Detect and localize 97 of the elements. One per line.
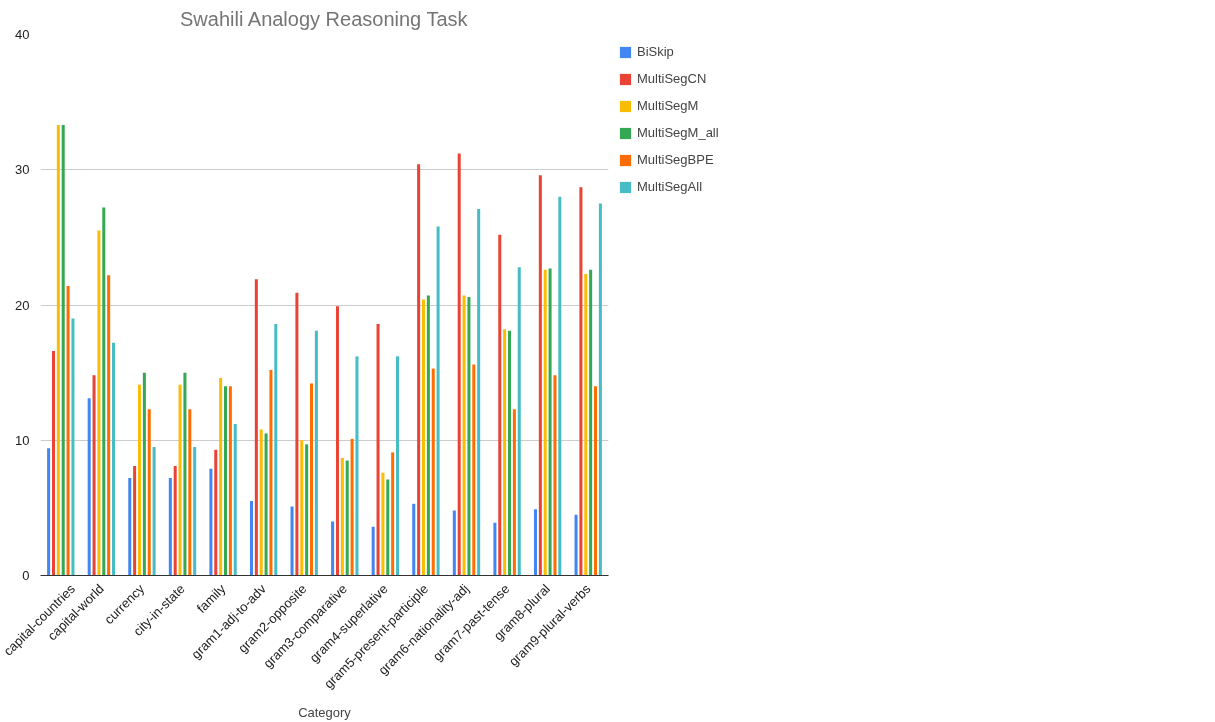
bar bbox=[498, 234, 502, 576]
bar bbox=[376, 323, 380, 576]
bar bbox=[224, 386, 228, 576]
bar bbox=[219, 378, 223, 576]
y-tick-label: 0 bbox=[22, 568, 30, 583]
bar bbox=[66, 286, 70, 576]
bar bbox=[51, 350, 55, 576]
bar bbox=[310, 383, 314, 576]
bar bbox=[112, 342, 116, 576]
bar bbox=[47, 448, 51, 576]
bar bbox=[598, 203, 602, 576]
bar bbox=[335, 306, 339, 576]
bar bbox=[61, 125, 65, 576]
bar bbox=[102, 207, 106, 576]
bar bbox=[209, 468, 213, 576]
bar bbox=[508, 330, 512, 576]
bar bbox=[183, 372, 187, 576]
bar bbox=[128, 478, 132, 576]
bar bbox=[517, 267, 521, 576]
bar bbox=[290, 506, 294, 576]
bar bbox=[493, 522, 497, 576]
bar bbox=[391, 452, 395, 576]
bar bbox=[295, 292, 299, 576]
bar bbox=[147, 409, 151, 576]
bar bbox=[87, 398, 91, 576]
bar bbox=[314, 330, 318, 576]
bar bbox=[92, 375, 96, 576]
bar bbox=[558, 196, 562, 576]
bar bbox=[142, 372, 146, 576]
bar bbox=[396, 356, 400, 576]
bar bbox=[173, 465, 177, 576]
bar bbox=[538, 175, 542, 576]
x-axis-title: Category bbox=[298, 704, 352, 720]
bar bbox=[417, 164, 421, 576]
bar bbox=[269, 369, 273, 576]
bar bbox=[589, 269, 593, 576]
bar bbox=[214, 449, 218, 576]
bar bbox=[594, 386, 598, 576]
bar bbox=[300, 440, 304, 576]
legend-label: MultiSegAll bbox=[637, 179, 703, 194]
bar bbox=[274, 323, 278, 576]
bar bbox=[188, 409, 192, 576]
y-tick-label: 10 bbox=[15, 432, 30, 448]
bar bbox=[97, 230, 101, 576]
bar bbox=[178, 384, 182, 576]
bar bbox=[168, 478, 172, 576]
bar bbox=[543, 269, 547, 576]
bar bbox=[503, 329, 507, 576]
legend-label: BiSkip bbox=[637, 44, 674, 59]
bar bbox=[107, 275, 111, 576]
bar bbox=[249, 501, 253, 576]
bar bbox=[574, 514, 578, 576]
bar bbox=[436, 226, 440, 576]
bar bbox=[548, 268, 552, 576]
bar bbox=[331, 521, 335, 576]
y-tick-label: 20 bbox=[15, 297, 30, 313]
legend-label: MultiSegM bbox=[637, 98, 699, 113]
bar bbox=[133, 465, 137, 576]
bar bbox=[56, 125, 60, 576]
bar bbox=[472, 364, 476, 576]
bar bbox=[412, 503, 416, 576]
legend-label: MultiSegBPE bbox=[637, 152, 714, 167]
y-tick-label: 30 bbox=[15, 162, 30, 178]
bar bbox=[421, 299, 425, 576]
bar bbox=[462, 295, 466, 576]
bar bbox=[584, 273, 588, 576]
bar bbox=[345, 460, 349, 576]
bar bbox=[71, 318, 75, 576]
bar bbox=[467, 296, 471, 576]
bar bbox=[137, 384, 141, 576]
bar bbox=[512, 409, 516, 576]
bar bbox=[386, 479, 390, 576]
bar bbox=[350, 438, 354, 576]
bar bbox=[254, 279, 258, 576]
bar bbox=[152, 447, 156, 576]
bar bbox=[228, 386, 232, 576]
bar bbox=[371, 526, 375, 576]
bar bbox=[452, 510, 456, 576]
bar bbox=[579, 187, 583, 576]
chart-title: Swahili Analogy Reasoning Task bbox=[179, 7, 469, 30]
bar bbox=[431, 368, 435, 576]
legend-label: MultiSegM_all bbox=[637, 125, 719, 140]
bar bbox=[305, 444, 309, 576]
bar bbox=[264, 433, 268, 576]
bar bbox=[193, 447, 197, 576]
bar bbox=[340, 457, 344, 576]
legend-label: MultiSegCN bbox=[637, 71, 707, 86]
bar bbox=[553, 375, 557, 576]
bar bbox=[533, 509, 537, 576]
bar bbox=[477, 208, 481, 576]
bar bbox=[233, 424, 237, 576]
y-tick-label: 40 bbox=[15, 27, 30, 42]
bar bbox=[381, 472, 385, 576]
bar bbox=[259, 429, 263, 576]
bar bbox=[457, 153, 461, 576]
bar bbox=[355, 356, 359, 576]
bar bbox=[426, 295, 430, 576]
